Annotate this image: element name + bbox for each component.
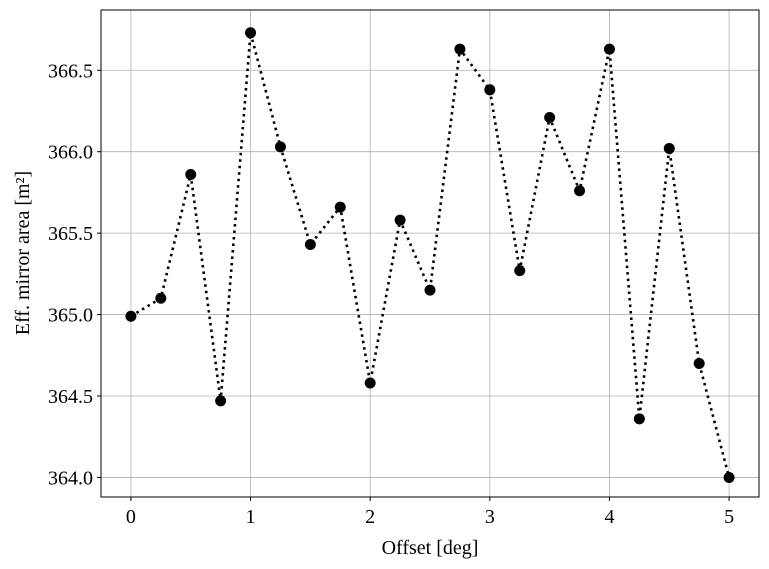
x-tick-label: 0 — [126, 506, 136, 528]
data-point — [603, 43, 615, 55]
data-point — [424, 284, 436, 296]
data-point — [514, 265, 526, 277]
y-tick-label: 364.0 — [48, 467, 93, 489]
x-tick-label: 3 — [485, 506, 495, 528]
x-tick-label: 1 — [246, 506, 256, 528]
x-axis-label: Offset [deg] — [382, 537, 479, 559]
y-tick-label: 365.0 — [48, 305, 93, 327]
data-point — [633, 413, 645, 425]
data-point — [185, 169, 197, 181]
y-tick-label: 366.0 — [48, 142, 93, 164]
data-point — [484, 84, 496, 96]
grid — [101, 10, 759, 497]
data-point — [215, 395, 227, 407]
data-point — [394, 214, 406, 226]
data-point — [304, 239, 316, 251]
data-point — [723, 471, 735, 483]
data-point — [454, 43, 466, 55]
data-point — [693, 357, 705, 369]
data-point — [155, 292, 167, 304]
x-tick-label: 2 — [365, 506, 375, 528]
ticks: 0 1 2 3 4 5 364.0 364.5 365.0 365.5 366.0 366.5 — [48, 60, 734, 528]
plot-frame — [100, 9, 760, 498]
data-point — [544, 111, 556, 123]
x-tick-label: 4 — [604, 506, 614, 528]
data-point — [245, 27, 257, 39]
y-axis-label: Eff. mirror area [m²] — [12, 171, 34, 335]
data-point — [125, 310, 137, 322]
data-point — [663, 142, 675, 154]
x-tick-label: 5 — [724, 506, 734, 528]
data-point — [574, 185, 586, 197]
y-tick-label: 366.5 — [48, 60, 93, 82]
series-line — [130, 32, 731, 478]
data-point — [334, 201, 346, 213]
series — [125, 27, 735, 483]
data-point — [274, 141, 286, 153]
data-point — [364, 377, 376, 389]
y-tick-label: 365.5 — [48, 223, 93, 245]
y-tick-label: 364.5 — [48, 386, 93, 408]
